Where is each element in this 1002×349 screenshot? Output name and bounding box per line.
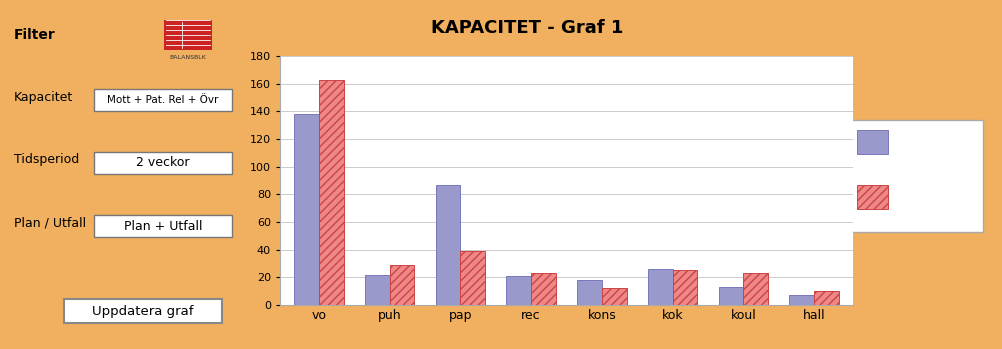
- Bar: [460, 251, 485, 305]
- Bar: [648, 269, 672, 305]
- FancyBboxPatch shape: [64, 299, 222, 323]
- Bar: [577, 280, 602, 305]
- Bar: [295, 114, 319, 305]
- Bar: [319, 80, 344, 305]
- Bar: [390, 265, 415, 305]
- FancyBboxPatch shape: [94, 89, 232, 111]
- Text: Plan + Utfall: Plan + Utfall: [124, 220, 202, 232]
- Bar: [858, 185, 888, 209]
- Bar: [672, 270, 697, 305]
- Text: Tidsperiod: Tidsperiod: [14, 154, 79, 166]
- Text: 2 veckor: 2 veckor: [136, 156, 189, 170]
- Bar: [858, 130, 888, 154]
- Bar: [164, 20, 212, 50]
- Text: Plan Kap: Plan Kap: [896, 136, 947, 149]
- Text: Mott + Pat. Rel + Övr: Mott + Pat. Rel + Övr: [107, 95, 218, 105]
- Text: BALANSBLK: BALANSBLK: [169, 55, 206, 60]
- Bar: [436, 185, 460, 305]
- Bar: [814, 291, 839, 305]
- Text: Kapacitet: Kapacitet: [14, 90, 73, 104]
- Bar: [743, 273, 769, 305]
- FancyBboxPatch shape: [94, 152, 232, 174]
- Text: Uppdatera graf: Uppdatera graf: [92, 304, 193, 318]
- Bar: [602, 288, 626, 305]
- Bar: [846, 120, 983, 232]
- Text: KAPACITET - Graf 1: KAPACITET - Graf 1: [431, 19, 623, 37]
- Bar: [506, 276, 531, 305]
- Bar: [718, 287, 743, 305]
- Text: Utfall: Utfall: [896, 190, 927, 203]
- Bar: [531, 273, 556, 305]
- Text: Plan / Utfall: Plan / Utfall: [14, 216, 86, 230]
- Bar: [790, 295, 814, 305]
- FancyBboxPatch shape: [94, 215, 232, 237]
- Bar: [365, 275, 390, 305]
- Text: Filter: Filter: [14, 28, 56, 42]
